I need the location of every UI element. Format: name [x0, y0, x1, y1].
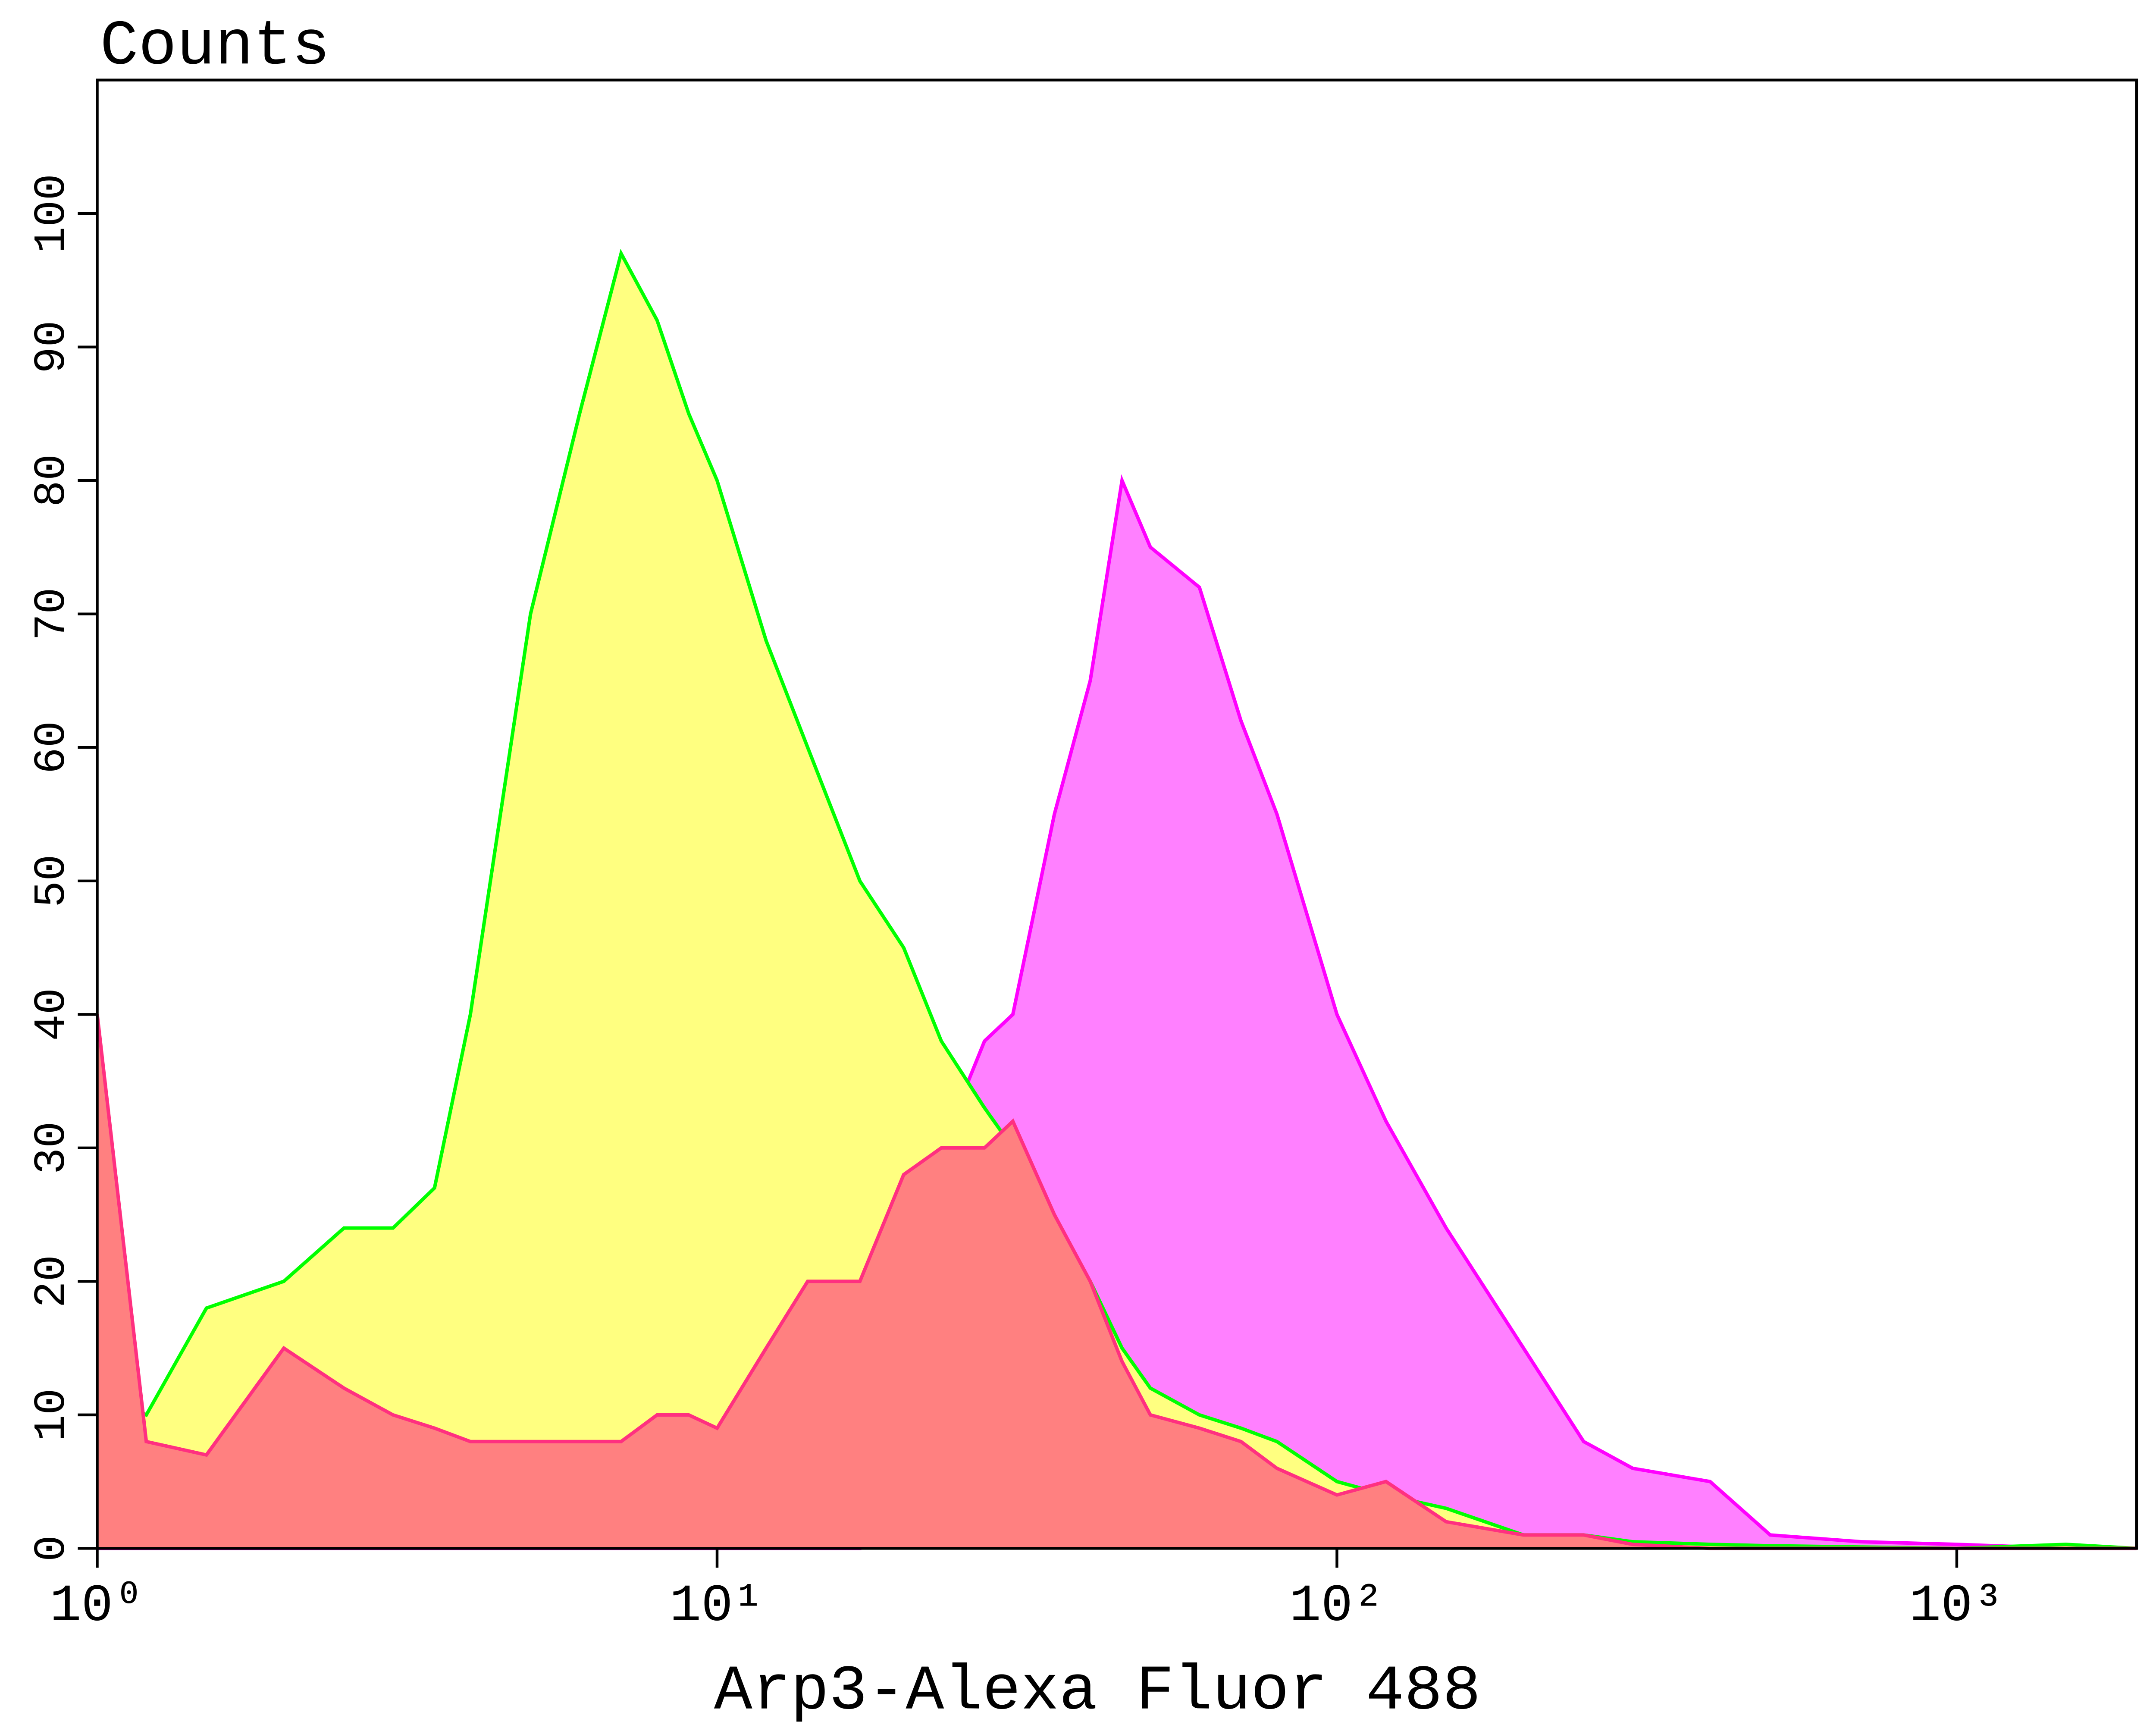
x-tick-label: 10³	[1909, 1576, 2004, 1636]
histogram-fill	[97, 1014, 2137, 1549]
y-tick-label: 60	[27, 721, 77, 774]
y-tick-label: 40	[27, 988, 77, 1041]
histogram-outline	[95, 1014, 2137, 1550]
y-axis-label: Counts	[100, 11, 330, 83]
x-tick-label: 10²	[1289, 1576, 1384, 1636]
y-tick-label: 0	[27, 1535, 77, 1562]
histogram-fill	[97, 480, 2137, 1549]
x-tick-label: 10⁰	[50, 1576, 145, 1636]
histogram-fill	[97, 253, 2137, 1549]
y-tick-label: 90	[27, 320, 77, 373]
y-tick-label: 100	[27, 174, 77, 253]
y-tick-label: 20	[27, 1255, 77, 1308]
y-tick-label: 80	[27, 454, 77, 507]
y-tick-label: 70	[27, 587, 77, 640]
plot-frame	[96, 78, 2138, 1550]
y-tick-label: 10	[27, 1388, 77, 1441]
x-tick-label: 10¹	[670, 1576, 765, 1636]
x-axis-label: Arp3-Alexa Fluor 488	[714, 1656, 1481, 1725]
y-tick-label: 50	[27, 854, 77, 907]
y-tick-label: 30	[27, 1121, 77, 1174]
plot-area	[95, 248, 2137, 1550]
